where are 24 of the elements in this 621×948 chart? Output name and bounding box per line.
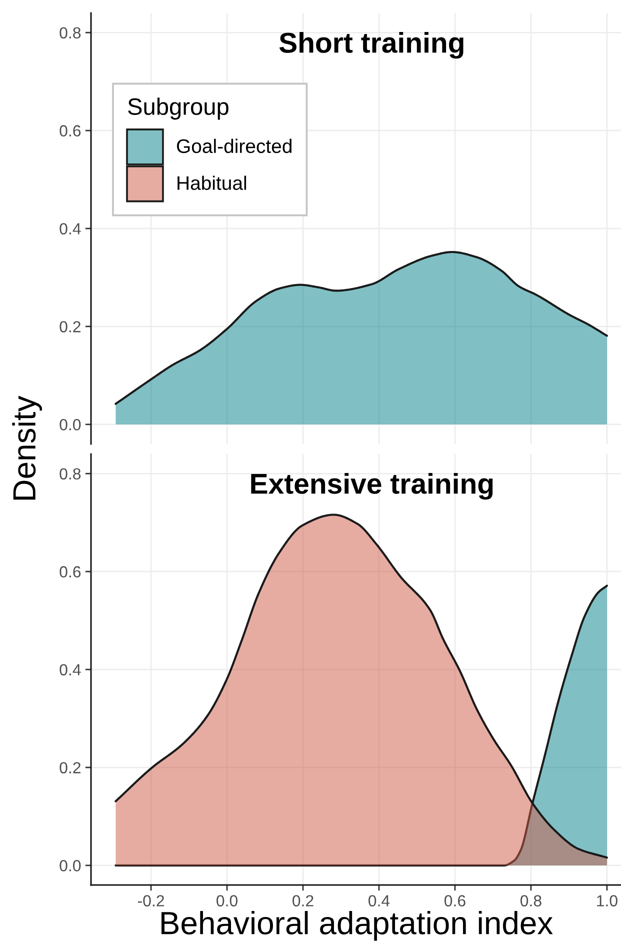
y-tick-label: 0.4 [60, 664, 81, 676]
y-tick-label: 0.8 [60, 468, 81, 480]
x-tick-label: 0.8 [520, 895, 542, 906]
x-tick-label: 1.0 [597, 895, 618, 906]
legend-title: Subgroup [128, 98, 228, 120]
legend-label: Goal-directed [176, 138, 292, 154]
x-axis-title: Behavioral adaptation index [162, 911, 553, 941]
x-tick-label: 0.2 [292, 895, 314, 906]
legend-label: Habitual [178, 176, 246, 190]
x-tick-label: -0.2 [138, 895, 164, 906]
text: Extensive training [251, 472, 493, 500]
y-tick-label: 0.6 [60, 125, 81, 136]
x-tick-label: 0.6 [444, 895, 466, 906]
y-axis-title: Density [12, 396, 42, 500]
y-tick-label: 0.4 [60, 223, 81, 234]
y-tick-label: 0.6 [60, 566, 81, 578]
y-tick-label: 0.0 [60, 860, 81, 872]
text: Short training [279, 32, 464, 59]
y-tick-label: 0.8 [60, 27, 81, 39]
y-tick-label: 0.2 [60, 762, 80, 774]
x-tick-label: 0.0 [216, 895, 238, 906]
x-tick-label: 0.4 [368, 895, 390, 906]
y-tick-label: 0.0 [60, 419, 81, 430]
y-tick-label: 0.2 [60, 321, 80, 332]
